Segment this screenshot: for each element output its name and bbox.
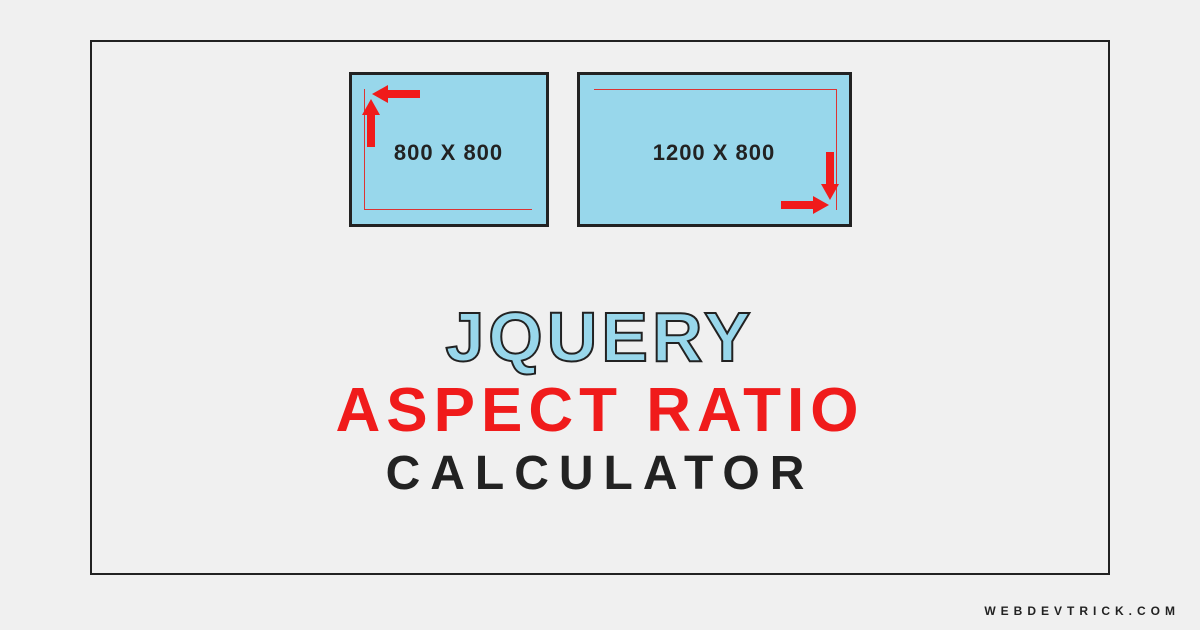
inner-guide-left bbox=[364, 89, 532, 210]
outer-frame: 800 X 800 1200 X 800 JQUERY ASPECT RATIO… bbox=[90, 40, 1110, 575]
heading-line1: JQUERY bbox=[92, 302, 1108, 372]
heading-line2: ASPECT RATIO bbox=[92, 380, 1108, 442]
watermark: WEBDEVTRICK.COM bbox=[984, 604, 1180, 618]
arrow-up-icon bbox=[360, 99, 382, 147]
heading-stack: JQUERY ASPECT RATIO CALCULATOR bbox=[92, 302, 1108, 498]
heading-line3: CALCULATOR bbox=[92, 450, 1108, 498]
box-800x800: 800 X 800 bbox=[349, 72, 549, 227]
arrow-right-icon bbox=[781, 194, 829, 216]
diagram-row: 800 X 800 1200 X 800 bbox=[92, 72, 1108, 227]
arrow-down-icon bbox=[819, 152, 841, 200]
box-1200x800: 1200 X 800 bbox=[577, 72, 852, 227]
inner-guide-right bbox=[594, 89, 837, 210]
